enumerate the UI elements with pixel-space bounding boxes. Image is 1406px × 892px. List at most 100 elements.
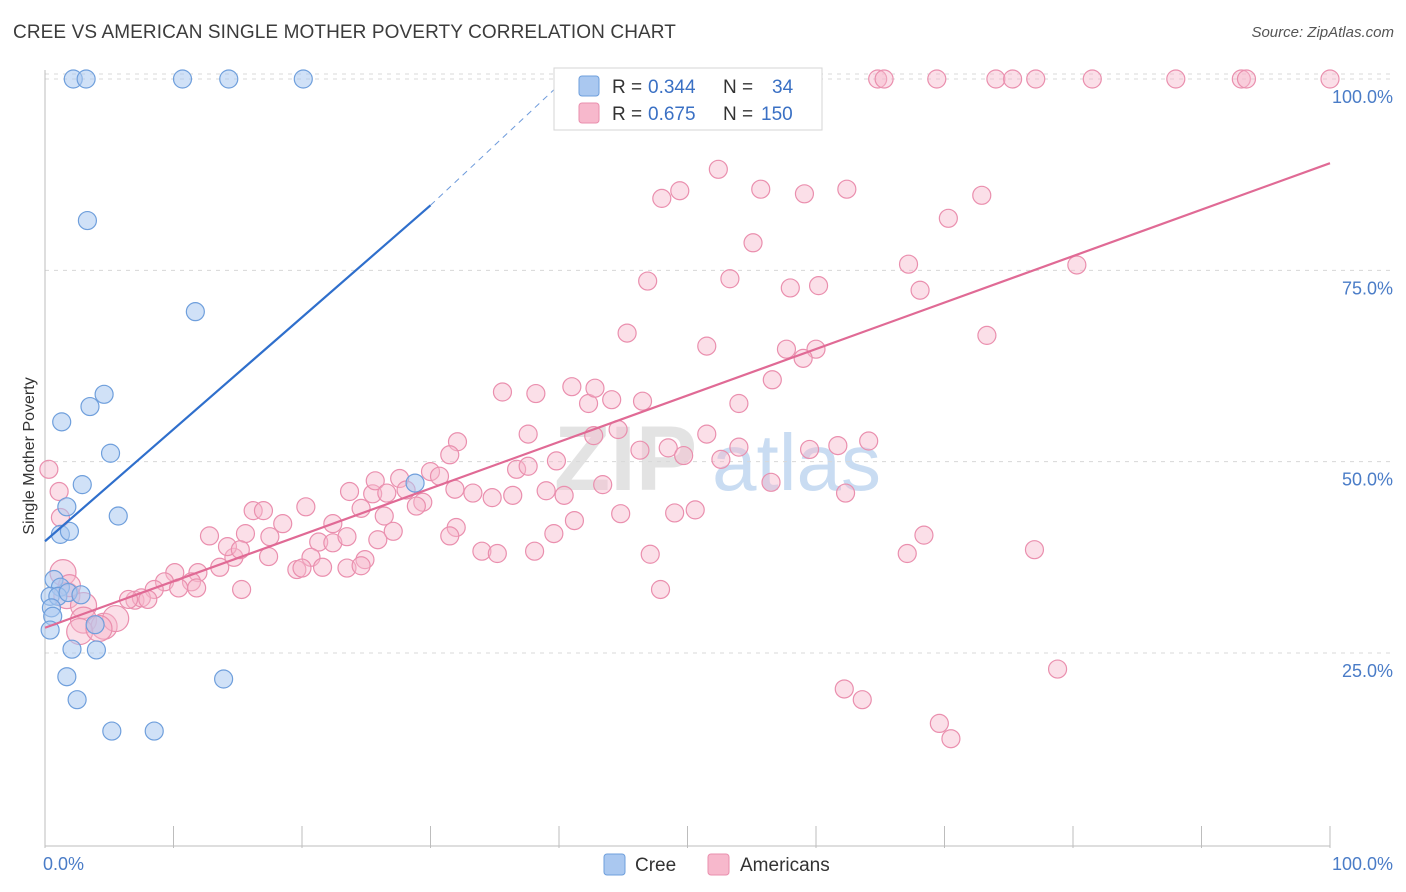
americans-point-10 [1231, 69, 1251, 89]
americans-point-16 [751, 179, 771, 199]
americans-point-6 [1003, 69, 1023, 89]
americans-point-60 [546, 451, 567, 471]
americans-point-67 [377, 483, 397, 503]
americans-point-109 [1024, 540, 1045, 560]
americans-point-9 [1166, 69, 1186, 89]
americans-point-20 [938, 208, 958, 228]
legend-n-label-cree: N = [723, 77, 753, 98]
americans-point-147 [834, 679, 854, 699]
americans-point-119 [337, 558, 357, 578]
americans-point-98 [323, 533, 343, 553]
americans-point-149 [929, 713, 949, 734]
americans-point-30 [697, 336, 717, 356]
cree-point-9 [52, 412, 72, 432]
watermark-atlas: atlas [712, 418, 881, 507]
americans-point-101 [383, 521, 403, 541]
americans-point-73 [536, 481, 556, 501]
americans-point-112 [230, 540, 250, 560]
americans-point-72 [503, 485, 523, 505]
americans-point-49 [674, 445, 694, 466]
cree-point-11 [72, 475, 92, 495]
americans-point-40 [585, 378, 605, 398]
cree-points [40, 69, 425, 741]
x-tick-label-min: 0.0% [43, 854, 84, 874]
americans-point-88 [544, 524, 564, 544]
americans-point-55 [859, 431, 879, 451]
americans-point-92 [685, 500, 705, 520]
americans-point-136 [49, 481, 69, 502]
americans-point-105 [524, 541, 545, 561]
americans-point-77 [761, 472, 781, 492]
cree-point-30 [67, 690, 87, 710]
cree-point-25 [40, 620, 60, 640]
americans-point-15 [652, 188, 672, 208]
cree-point-33 [144, 721, 164, 741]
americans-point-148 [852, 690, 872, 710]
legend-n-label-americans: N = [723, 104, 753, 125]
cree-point-32 [102, 721, 122, 741]
legend-r-value-americans: 0.675 [648, 104, 696, 125]
americans-point-134 [650, 579, 671, 600]
cree-point-10 [100, 443, 121, 463]
y-tick-labels: 25.0% 50.0% 75.0% 100.0% [1332, 87, 1393, 681]
americans-point-100 [368, 530, 388, 550]
americans-point-5 [986, 69, 1006, 89]
americans-point-97 [309, 532, 329, 552]
americans-point-142 [102, 604, 130, 633]
americans-point-108 [914, 525, 934, 545]
americans-point-102 [440, 526, 460, 546]
americans-trend-line [44, 162, 1331, 629]
y-tick-label-25: 25.0% [1342, 661, 1393, 681]
cree-trend-line [44, 204, 432, 543]
cree-point-16 [59, 521, 80, 541]
americans-point-94 [199, 526, 220, 546]
cree-point-4 [293, 69, 313, 89]
americans-point-58 [506, 459, 527, 479]
americans-point-107 [897, 543, 917, 564]
americans-point-34 [762, 370, 782, 390]
americans-point-14 [670, 181, 690, 201]
americans-point-76 [835, 483, 856, 503]
americans-point-81 [243, 501, 263, 521]
americans-point-4 [927, 69, 947, 89]
legend-n-value-cree: 34 [772, 77, 794, 98]
chart-title: CREE VS AMERICAN SINGLE MOTHER POVERTY C… [13, 22, 676, 43]
legend-swatch-americans [578, 102, 600, 124]
source-label: Source: ZipAtlas.com [1251, 24, 1394, 41]
americans-point-28 [910, 280, 930, 300]
trend-lines [44, 78, 1331, 629]
americans-point-22 [898, 254, 919, 274]
americans-point-120 [351, 556, 371, 576]
americans-point-7 [1026, 69, 1046, 89]
americans-point-2 [868, 69, 888, 89]
americans-point-17 [794, 184, 815, 204]
americans-point-25 [720, 269, 740, 289]
cree-point-14 [108, 506, 128, 526]
americans-point-3 [874, 69, 894, 89]
americans-point-70 [463, 483, 483, 503]
legend-r-label-cree: R = [612, 77, 642, 98]
americans-point-24 [638, 271, 658, 291]
americans-point-57 [440, 445, 460, 465]
americans-point-82 [253, 501, 274, 521]
americans-point-33 [977, 325, 997, 345]
americans-point-66 [365, 471, 385, 491]
cree-point-3 [219, 69, 239, 89]
bottom-legend-label-cree: Cree [635, 855, 676, 876]
americans-point-150 [941, 729, 961, 749]
americans-point-85 [374, 506, 394, 526]
americans-point-64 [339, 481, 360, 502]
americans-point-146 [1047, 659, 1068, 679]
americans-point-12 [1320, 69, 1340, 89]
cree-point-7 [94, 384, 114, 404]
americans-point-128 [187, 578, 207, 598]
americans-point-89 [564, 510, 585, 531]
americans-point-99 [337, 527, 357, 547]
cree-point-8 [80, 396, 100, 417]
cree-point-2 [172, 69, 193, 89]
americans-point-50 [697, 424, 717, 444]
y-axis-title: Single Mother Poverty [21, 377, 38, 534]
americans-point-31 [776, 339, 797, 359]
legend-r-value-cree: 0.344 [648, 77, 696, 98]
cree-point-1 [76, 69, 96, 89]
